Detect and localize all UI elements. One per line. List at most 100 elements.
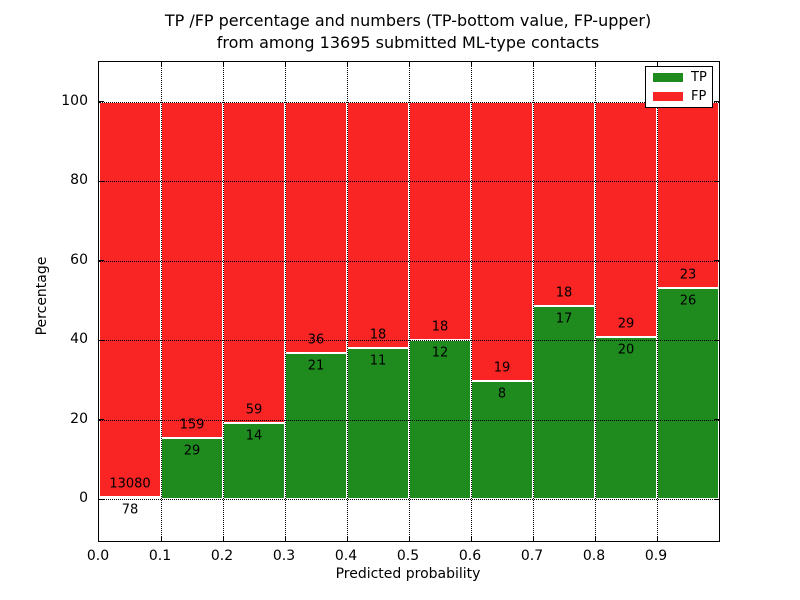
- vertical-gridline: [533, 62, 534, 541]
- vertical-gridline: [471, 62, 472, 541]
- fp-bar-segment: [99, 101, 161, 497]
- vertical-gridline: [347, 62, 348, 541]
- x-tick-mark: [284, 536, 286, 541]
- tp-count-label: 8: [497, 386, 507, 402]
- y-tick-label: 80: [70, 172, 88, 189]
- y-tick-label: 100: [61, 92, 88, 109]
- x-tick-label: 0.7: [520, 548, 544, 564]
- x-tick-mark: [656, 62, 658, 67]
- x-tick-label: 0.0: [86, 548, 110, 564]
- y-tick-label: 40: [70, 331, 88, 348]
- fp-count-label: 13080: [109, 476, 151, 492]
- x-tick-label: 0.8: [582, 548, 606, 564]
- fp-bar-segment: [285, 101, 347, 353]
- fp-bar-segment: [657, 101, 719, 289]
- y-tick-mark: [714, 498, 719, 500]
- x-tick-label: 0.4: [334, 548, 358, 564]
- tp-count-label: 11: [369, 353, 387, 369]
- tp-bar-segment: [99, 496, 161, 500]
- y-tick-mark: [99, 339, 104, 341]
- y-tick-label: 0: [79, 490, 88, 507]
- y-tick-label: 20: [70, 410, 88, 427]
- vertical-gridline: [409, 62, 410, 541]
- x-axis-label: Predicted probability: [335, 566, 481, 582]
- x-tick-mark: [408, 536, 410, 541]
- x-tick-label: 0.2: [210, 548, 234, 564]
- tp-count-label: 12: [431, 345, 449, 361]
- x-tick-mark: [594, 62, 596, 67]
- chart-title-line2: from among 13695 submitted ML-type conta…: [216, 33, 600, 52]
- fp-bar-segment: [161, 101, 223, 438]
- x-tick-mark: [470, 62, 472, 67]
- x-tick-mark: [408, 62, 410, 67]
- tp-count-label: 17: [555, 311, 573, 327]
- vertical-gridline: [595, 62, 596, 541]
- x-tick-mark: [470, 536, 472, 541]
- fp-bar-segment: [409, 101, 471, 341]
- x-tick-mark: [160, 62, 162, 67]
- vertical-gridline: [223, 62, 224, 541]
- tp-count-label: 20: [617, 342, 635, 358]
- plot-area: 13080 78 159 29 59 14 36 21 18 11 18 12 19 8 18 17 29 20 2…: [98, 61, 720, 542]
- fp-count-label: 18: [431, 319, 449, 335]
- y-tick-mark: [99, 260, 104, 262]
- y-tick-mark: [99, 419, 104, 421]
- fp-bar-segment: [223, 101, 285, 424]
- fp-count-label: 18: [555, 285, 573, 301]
- y-tick-mark: [714, 339, 719, 341]
- x-tick-mark: [222, 62, 224, 67]
- fp-count-label: 19: [493, 360, 511, 376]
- fp-bar-segment: [347, 101, 409, 349]
- tp-bar-segment: [657, 288, 719, 500]
- vertical-gridline: [657, 62, 658, 541]
- fp-count-label: 36: [307, 332, 325, 348]
- y-tick-mark: [714, 260, 719, 262]
- x-tick-label: 0.1: [148, 548, 172, 564]
- x-tick-mark: [222, 536, 224, 541]
- fp-legend-swatch: [653, 92, 683, 102]
- legend-item-tp: TP: [646, 68, 712, 86]
- fp-legend-label: FP: [691, 89, 707, 105]
- fp-count-label: 29: [617, 316, 635, 332]
- x-tick-mark: [284, 62, 286, 67]
- y-tick-mark: [99, 101, 104, 103]
- x-tick-mark: [160, 536, 162, 541]
- legend-box: TP FP: [645, 66, 713, 108]
- vertical-gridline: [161, 62, 162, 541]
- y-tick-label: 60: [70, 251, 88, 268]
- x-tick-mark: [346, 536, 348, 541]
- fp-bar-segment: [595, 101, 657, 337]
- chart-title: TP /FP percentage and numbers (TP-bottom…: [98, 10, 718, 54]
- tp-bar-segment: [471, 381, 533, 500]
- y-tick-mark: [99, 498, 104, 500]
- x-tick-label: 0.9: [644, 548, 668, 564]
- x-tick-mark: [346, 62, 348, 67]
- tp-bar-segment: [533, 306, 595, 500]
- tp-bar-segment: [347, 348, 409, 500]
- fp-count-label: 59: [245, 402, 263, 418]
- x-tick-mark: [594, 536, 596, 541]
- x-tick-label: 0.3: [272, 548, 296, 564]
- tp-count-label: 26: [679, 293, 697, 309]
- y-tick-mark: [99, 180, 104, 182]
- fp-count-label: 18: [369, 327, 387, 343]
- x-tick-mark: [532, 62, 534, 67]
- y-tick-mark: [714, 419, 719, 421]
- y-tick-mark: [714, 180, 719, 182]
- fp-count-label: 23: [679, 267, 697, 283]
- x-tick-label: 0.6: [458, 548, 482, 564]
- tp-bar-segment: [285, 352, 347, 500]
- tp-legend-swatch: [653, 72, 683, 82]
- x-tick-mark: [532, 536, 534, 541]
- x-tick-mark: [656, 536, 658, 541]
- x-tick-label: 0.5: [396, 548, 420, 564]
- tp-count-label: 21: [307, 358, 325, 374]
- legend-item-fp: FP: [646, 88, 712, 106]
- tp-count-label: 14: [245, 428, 263, 444]
- y-tick-mark: [714, 101, 719, 103]
- chart-title-line1: TP /FP percentage and numbers (TP-bottom…: [164, 11, 652, 30]
- tp-bar-segment: [161, 437, 223, 500]
- vertical-gridline: [285, 62, 286, 541]
- tp-bar-segment: [595, 337, 657, 500]
